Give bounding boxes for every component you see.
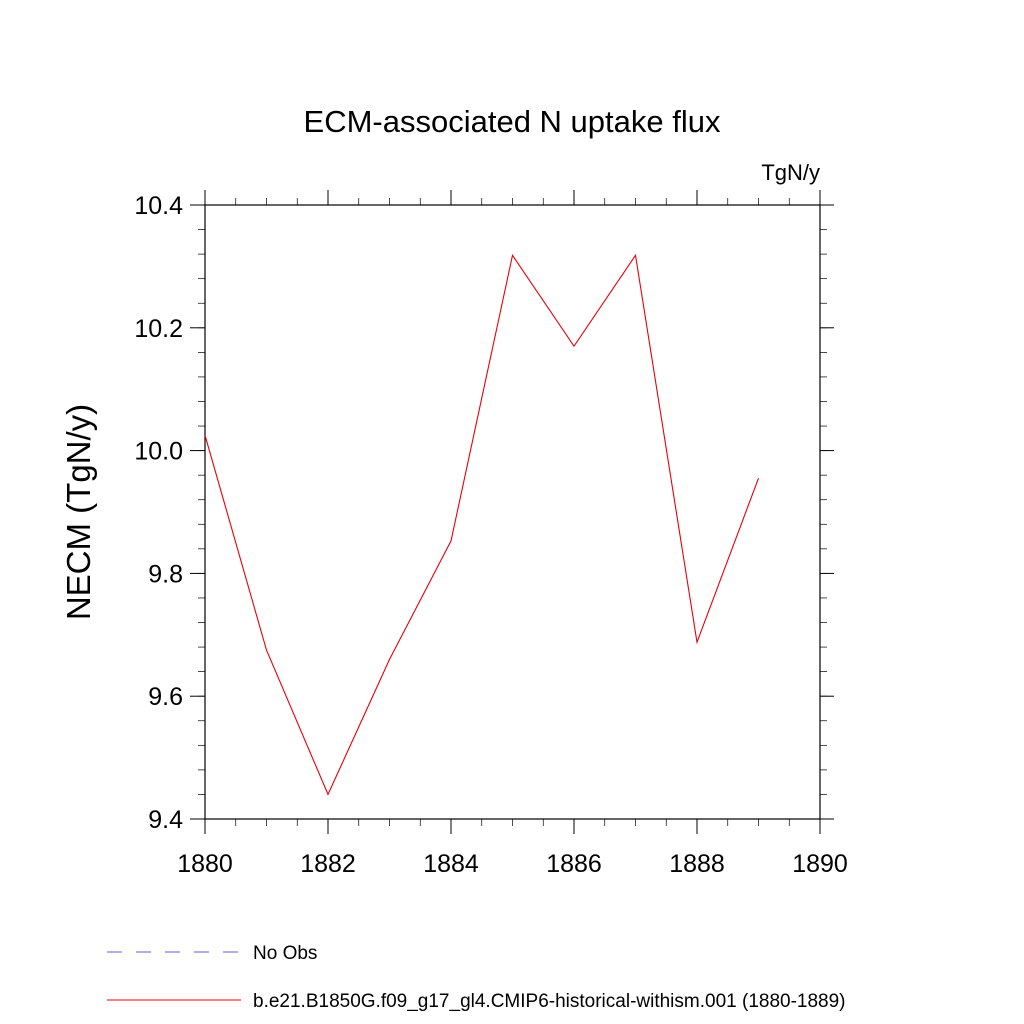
y-tick-label: 9.6 bbox=[148, 683, 183, 711]
units-label: TgN/y bbox=[761, 160, 820, 185]
y-axis-label: NECM (TgN/y) bbox=[60, 404, 97, 620]
y-tick-label: 10.0 bbox=[134, 438, 183, 466]
x-tick-label: 1890 bbox=[792, 850, 848, 878]
y-tick-label: 9.4 bbox=[148, 806, 183, 834]
data-series bbox=[204, 253, 760, 796]
plot-frame bbox=[204, 204, 821, 820]
x-tick-label: 1886 bbox=[546, 850, 602, 878]
x-tick-label: 1888 bbox=[669, 850, 725, 878]
axis-tick-labels: 9.4 9.6 9.8 10.0 10.2 10.4 1880 1882 1884 1886 188… bbox=[134, 192, 847, 878]
axis-ticks bbox=[190, 190, 834, 834]
x-tick-label: 1880 bbox=[177, 850, 233, 878]
y-tick-label: 10.2 bbox=[134, 315, 183, 343]
x-tick-label: 1884 bbox=[423, 850, 479, 878]
legend: No Obs b.e21.B1850G.f09_g17_gl4.CMIP6-his… bbox=[107, 943, 846, 1012]
series-line-0 bbox=[204, 253, 760, 796]
y-tick-label: 10.4 bbox=[134, 192, 183, 220]
chart-title: ECM-associated N uptake flux bbox=[304, 104, 721, 139]
legend-label-0: No Obs bbox=[253, 943, 317, 964]
x-tick-label: 1882 bbox=[300, 850, 356, 878]
legend-label-1: b.e21.B1850G.f09_g17_gl4.CMIP6-historica… bbox=[253, 991, 846, 1012]
y-tick-label: 9.8 bbox=[148, 560, 183, 588]
